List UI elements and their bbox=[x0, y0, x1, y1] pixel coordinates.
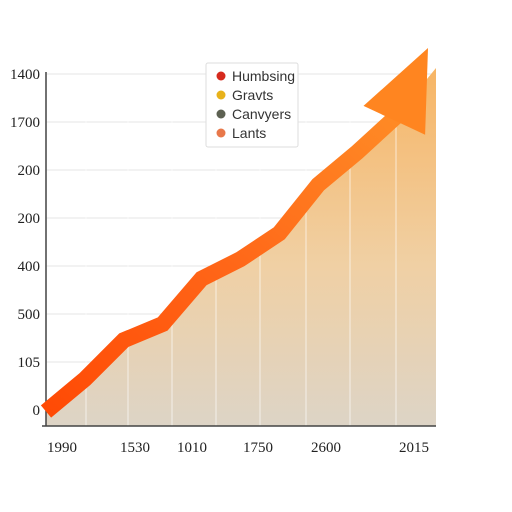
legend-marker bbox=[216, 71, 226, 81]
trend-line bbox=[40, 110, 402, 418]
legend-label: Humbsing bbox=[232, 68, 295, 84]
legend-label: Canvyers bbox=[232, 106, 291, 122]
y-tick-label: 200 bbox=[18, 211, 41, 227]
y-tick-label: 400 bbox=[18, 259, 41, 275]
x-tick-label: 1010 bbox=[177, 440, 207, 456]
legend-marker bbox=[216, 109, 226, 119]
x-tick-labels: 1990 1530 1010 1750 2600 2015 bbox=[47, 440, 429, 456]
legend-label: Gravts bbox=[232, 87, 273, 103]
x-tick-label: 2015 bbox=[399, 440, 429, 456]
legend-box bbox=[205, 62, 299, 148]
y-tick-label: 1700 bbox=[10, 115, 40, 131]
x-tick-label: 1530 bbox=[120, 440, 150, 456]
y-tick-label: 105 bbox=[18, 355, 41, 371]
y-tick-label: 500 bbox=[18, 307, 41, 323]
y-tick-labels: 1400 1700 200 200 400 500 105 0 bbox=[10, 67, 40, 419]
legend-marker bbox=[216, 90, 226, 100]
x-tick-label: 1990 bbox=[47, 440, 77, 456]
legend-label: Lants bbox=[232, 125, 266, 141]
y-tick-label: 0 bbox=[33, 403, 41, 419]
trend-arrowhead bbox=[363, 48, 428, 135]
x-tick-label: 2600 bbox=[311, 440, 341, 456]
legend-marker bbox=[216, 128, 226, 138]
legend: Humbsing Gravts Canvyers Lants bbox=[205, 62, 299, 148]
y-tick-label: 200 bbox=[18, 163, 41, 179]
y-tick-label: 1400 bbox=[10, 67, 40, 83]
x-tick-label: 1750 bbox=[243, 440, 273, 456]
